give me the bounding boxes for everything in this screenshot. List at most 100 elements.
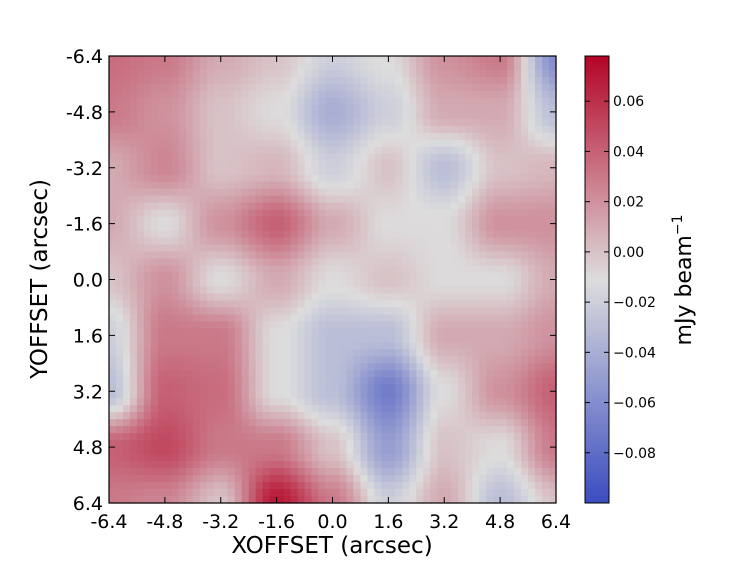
heatmap-cell (122, 307, 131, 316)
heatmap-cell (388, 118, 396, 127)
heatmap-cell (493, 104, 501, 113)
heatmap-cell (514, 272, 522, 281)
heatmap-cell (318, 209, 327, 218)
heatmap-cell (444, 384, 452, 392)
heatmap-cell (465, 489, 473, 497)
heatmap-cell (360, 433, 369, 441)
heatmap-cell (451, 447, 459, 455)
heatmap-cell (367, 370, 376, 378)
heatmap-cell (451, 202, 459, 211)
heatmap-cell (430, 76, 438, 85)
heatmap-cell (451, 489, 459, 497)
heatmap-cell (115, 237, 124, 246)
heatmap-cell (248, 307, 257, 316)
heatmap-cell (430, 118, 438, 127)
heatmap-cell (493, 160, 501, 169)
heatmap-cell (451, 377, 459, 385)
heatmap-cell (402, 468, 410, 476)
heatmap-cell (388, 111, 396, 120)
heatmap-cell (325, 475, 334, 483)
heatmap-cell (493, 342, 501, 350)
heatmap-cell (409, 370, 417, 378)
heatmap-cell (255, 56, 264, 64)
heatmap-cell (535, 188, 543, 197)
heatmap-cell (290, 146, 299, 155)
heatmap-cell (276, 300, 285, 309)
heatmap-cell (122, 461, 131, 469)
heatmap-cell (129, 265, 138, 274)
heatmap-cell (318, 216, 327, 225)
heatmap-cell (269, 335, 278, 343)
heatmap-cell (409, 419, 417, 427)
heatmap-cell (388, 328, 396, 336)
heatmap-cell (241, 244, 250, 253)
heatmap-cell (416, 62, 424, 71)
heatmap-cell (535, 83, 543, 92)
heatmap-cell (381, 146, 389, 155)
heatmap-cell (220, 356, 229, 364)
heatmap-cell (535, 139, 543, 148)
heatmap-cell (458, 83, 466, 92)
heatmap-cell (521, 188, 529, 197)
heatmap-cell (409, 216, 417, 225)
heatmap-cell (507, 244, 515, 253)
heatmap-cell (514, 447, 522, 455)
heatmap-cell (381, 258, 389, 267)
heatmap-cell (346, 321, 355, 329)
heatmap-cell (430, 307, 438, 316)
heatmap-cell (402, 433, 410, 441)
heatmap-cell (143, 335, 152, 343)
heatmap-cell (241, 342, 250, 350)
heatmap-cell (304, 174, 313, 183)
heatmap-cell (360, 300, 369, 309)
heatmap-cell (199, 475, 208, 483)
heatmap-cell (416, 447, 424, 455)
heatmap-cell (528, 265, 536, 274)
heatmap-cell (122, 286, 131, 295)
heatmap-cell (115, 90, 124, 99)
heatmap-cell (416, 356, 424, 364)
heatmap-cell (115, 125, 124, 134)
heatmap-cell (542, 272, 550, 281)
heatmap-cell (479, 447, 487, 455)
heatmap-cell (346, 412, 355, 420)
heatmap-cell (178, 279, 187, 288)
heatmap-cell (486, 335, 494, 343)
heatmap-cell (542, 181, 550, 190)
heatmap-cell (458, 104, 466, 113)
heatmap-cell (297, 279, 306, 288)
heatmap-cell (227, 111, 236, 120)
heatmap-cell (115, 258, 124, 267)
heatmap-cell (150, 118, 159, 127)
heatmap-cell (535, 426, 543, 434)
heatmap-cell (109, 97, 117, 106)
heatmap-cell (171, 300, 180, 309)
heatmap-cell (339, 482, 348, 490)
heatmap-cell (129, 237, 138, 246)
heatmap-cell (185, 174, 194, 183)
heatmap-cell (465, 181, 473, 190)
heatmap-cell (332, 125, 341, 134)
heatmap-cell (423, 342, 431, 350)
heatmap-cell (136, 349, 145, 357)
heatmap-cell (227, 76, 236, 85)
heatmap-cell (374, 279, 382, 288)
heatmap-cell (241, 335, 250, 343)
heatmap-cell (276, 342, 285, 350)
heatmap-cell (549, 482, 557, 490)
heatmap-cell (451, 265, 459, 274)
heatmap-cell (423, 69, 431, 78)
heatmap-cell (514, 391, 522, 399)
heatmap-cell (444, 174, 452, 183)
heatmap-cell (122, 76, 131, 85)
heatmap-cell (192, 475, 201, 483)
heatmap-cell (388, 370, 396, 378)
heatmap-cell (374, 230, 382, 239)
heatmap-cell (192, 188, 201, 197)
heatmap-cell (255, 482, 264, 490)
heatmap-cell (227, 314, 236, 323)
heatmap-cell (528, 384, 536, 392)
heatmap-cell (500, 90, 508, 99)
heatmap-cell (290, 195, 299, 204)
heatmap-cell (416, 482, 424, 490)
